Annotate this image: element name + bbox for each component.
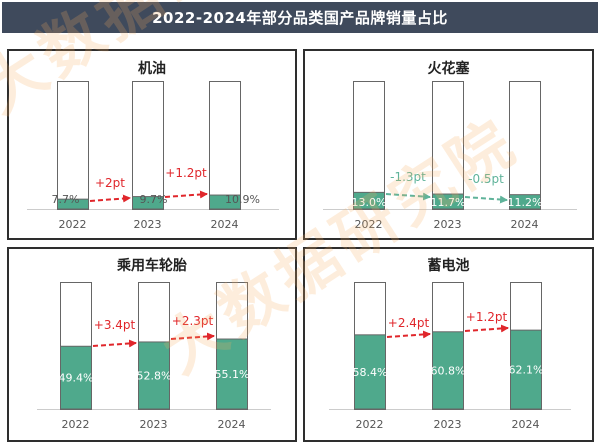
tick-label: 2022 <box>355 218 383 231</box>
tick-label: 2022 <box>356 418 384 431</box>
chart-panel-engine-oil: 机油 7.7% 2022 9.7% 2023 10.9% 2024 +2pt +1.2pt <box>7 49 297 240</box>
tick-label: 2024 <box>211 218 239 231</box>
data-label: 11.2% <box>508 196 543 209</box>
chart-panel-battery: 蓄电池 58.4% 2022 60.8% 2023 62.1% 2024 +2.4pt +1.… <box>303 247 594 442</box>
chart-svg: 49.4% 2022 52.8% 2023 55.1% 2024 +3.4pt +2.3pt <box>37 282 271 431</box>
change-label: +2pt <box>95 176 125 190</box>
change-arrow <box>164 190 208 199</box>
change-arrow <box>464 324 509 333</box>
change-arrow <box>464 195 508 204</box>
bar-outline <box>132 81 164 210</box>
chart-title: 乘用车轮胎 <box>117 258 187 274</box>
change-label: -0.5pt <box>468 172 504 186</box>
data-label: 13.0% <box>352 196 387 209</box>
change-label: +2.3pt <box>172 314 214 328</box>
chart-title: 火花塞 <box>427 61 470 77</box>
tick-label: 2023 <box>434 418 462 431</box>
change-label: +2.4pt <box>388 316 430 330</box>
data-label: 10.9% <box>225 193 260 206</box>
tick-label: 2023 <box>434 218 462 231</box>
data-label: 11.7% <box>431 196 466 209</box>
bar <box>216 338 248 410</box>
change-label: +1.2pt <box>466 310 508 324</box>
bar <box>510 329 542 410</box>
tick-label: 2022 <box>62 418 90 431</box>
tick-label: 2023 <box>134 218 162 231</box>
bar <box>509 194 541 210</box>
bar <box>209 194 241 210</box>
bar <box>432 331 464 410</box>
tick-label: 2024 <box>512 418 540 431</box>
page-title: 2022-2024年部分品类国产品牌销量占比 <box>2 2 598 33</box>
bar <box>132 196 164 210</box>
data-label: 52.8% <box>137 369 172 382</box>
tick-label: 2022 <box>59 218 87 231</box>
data-label: 55.1% <box>215 368 250 381</box>
change-label: +3.4pt <box>94 318 136 332</box>
chart-svg: 13.0% 2022 11.7% 2023 11.2% 2024 -1.3pt -0.5pt <box>323 81 577 231</box>
change-label: -1.3pt <box>390 170 426 184</box>
bar-outline <box>432 81 464 210</box>
change-arrow <box>92 339 137 348</box>
bar <box>57 198 89 210</box>
chart-svg: 7.7% 2022 9.7% 2023 10.9% 2024 +2pt +1.2pt <box>27 81 279 231</box>
bar-outline <box>353 81 385 210</box>
bar <box>138 341 170 410</box>
chart-title: 机油 <box>138 61 166 77</box>
data-label: 58.4% <box>353 366 388 379</box>
bar <box>354 334 386 410</box>
change-arrow <box>89 194 131 203</box>
data-label: 49.4% <box>59 372 94 385</box>
tick-label: 2024 <box>218 418 246 431</box>
data-label: 9.7% <box>140 193 168 206</box>
chart-svg: 58.4% 2022 60.8% 2023 62.1% 2024 +2.4pt +1.2pt <box>329 282 571 431</box>
change-arrow <box>386 330 431 339</box>
change-arrow <box>170 332 215 341</box>
data-label: 60.8% <box>431 364 466 377</box>
data-label: 62.1% <box>509 364 544 377</box>
change-arrow <box>385 192 431 201</box>
chart-panel-car-tire: 乘用车轮胎 49.4% 2022 52.8% 2023 55.1% 2024 +3.4pt +… <box>7 247 297 442</box>
tick-label: 2024 <box>511 218 539 231</box>
change-label: +1.2pt <box>165 166 207 180</box>
chart-title: 蓄电池 <box>427 258 470 274</box>
bar <box>432 193 464 210</box>
tick-label: 2023 <box>140 418 168 431</box>
bar-outline <box>509 81 541 210</box>
bar-outline <box>209 81 241 210</box>
data-label: 7.7% <box>52 193 80 206</box>
bar <box>60 345 92 410</box>
bar <box>353 191 385 210</box>
bar-outline <box>57 81 89 210</box>
chart-panel-spark-plug: 火花塞 13.0% 2022 11.7% 2023 11.2% 2024 -1.3pt -0.… <box>303 49 594 240</box>
